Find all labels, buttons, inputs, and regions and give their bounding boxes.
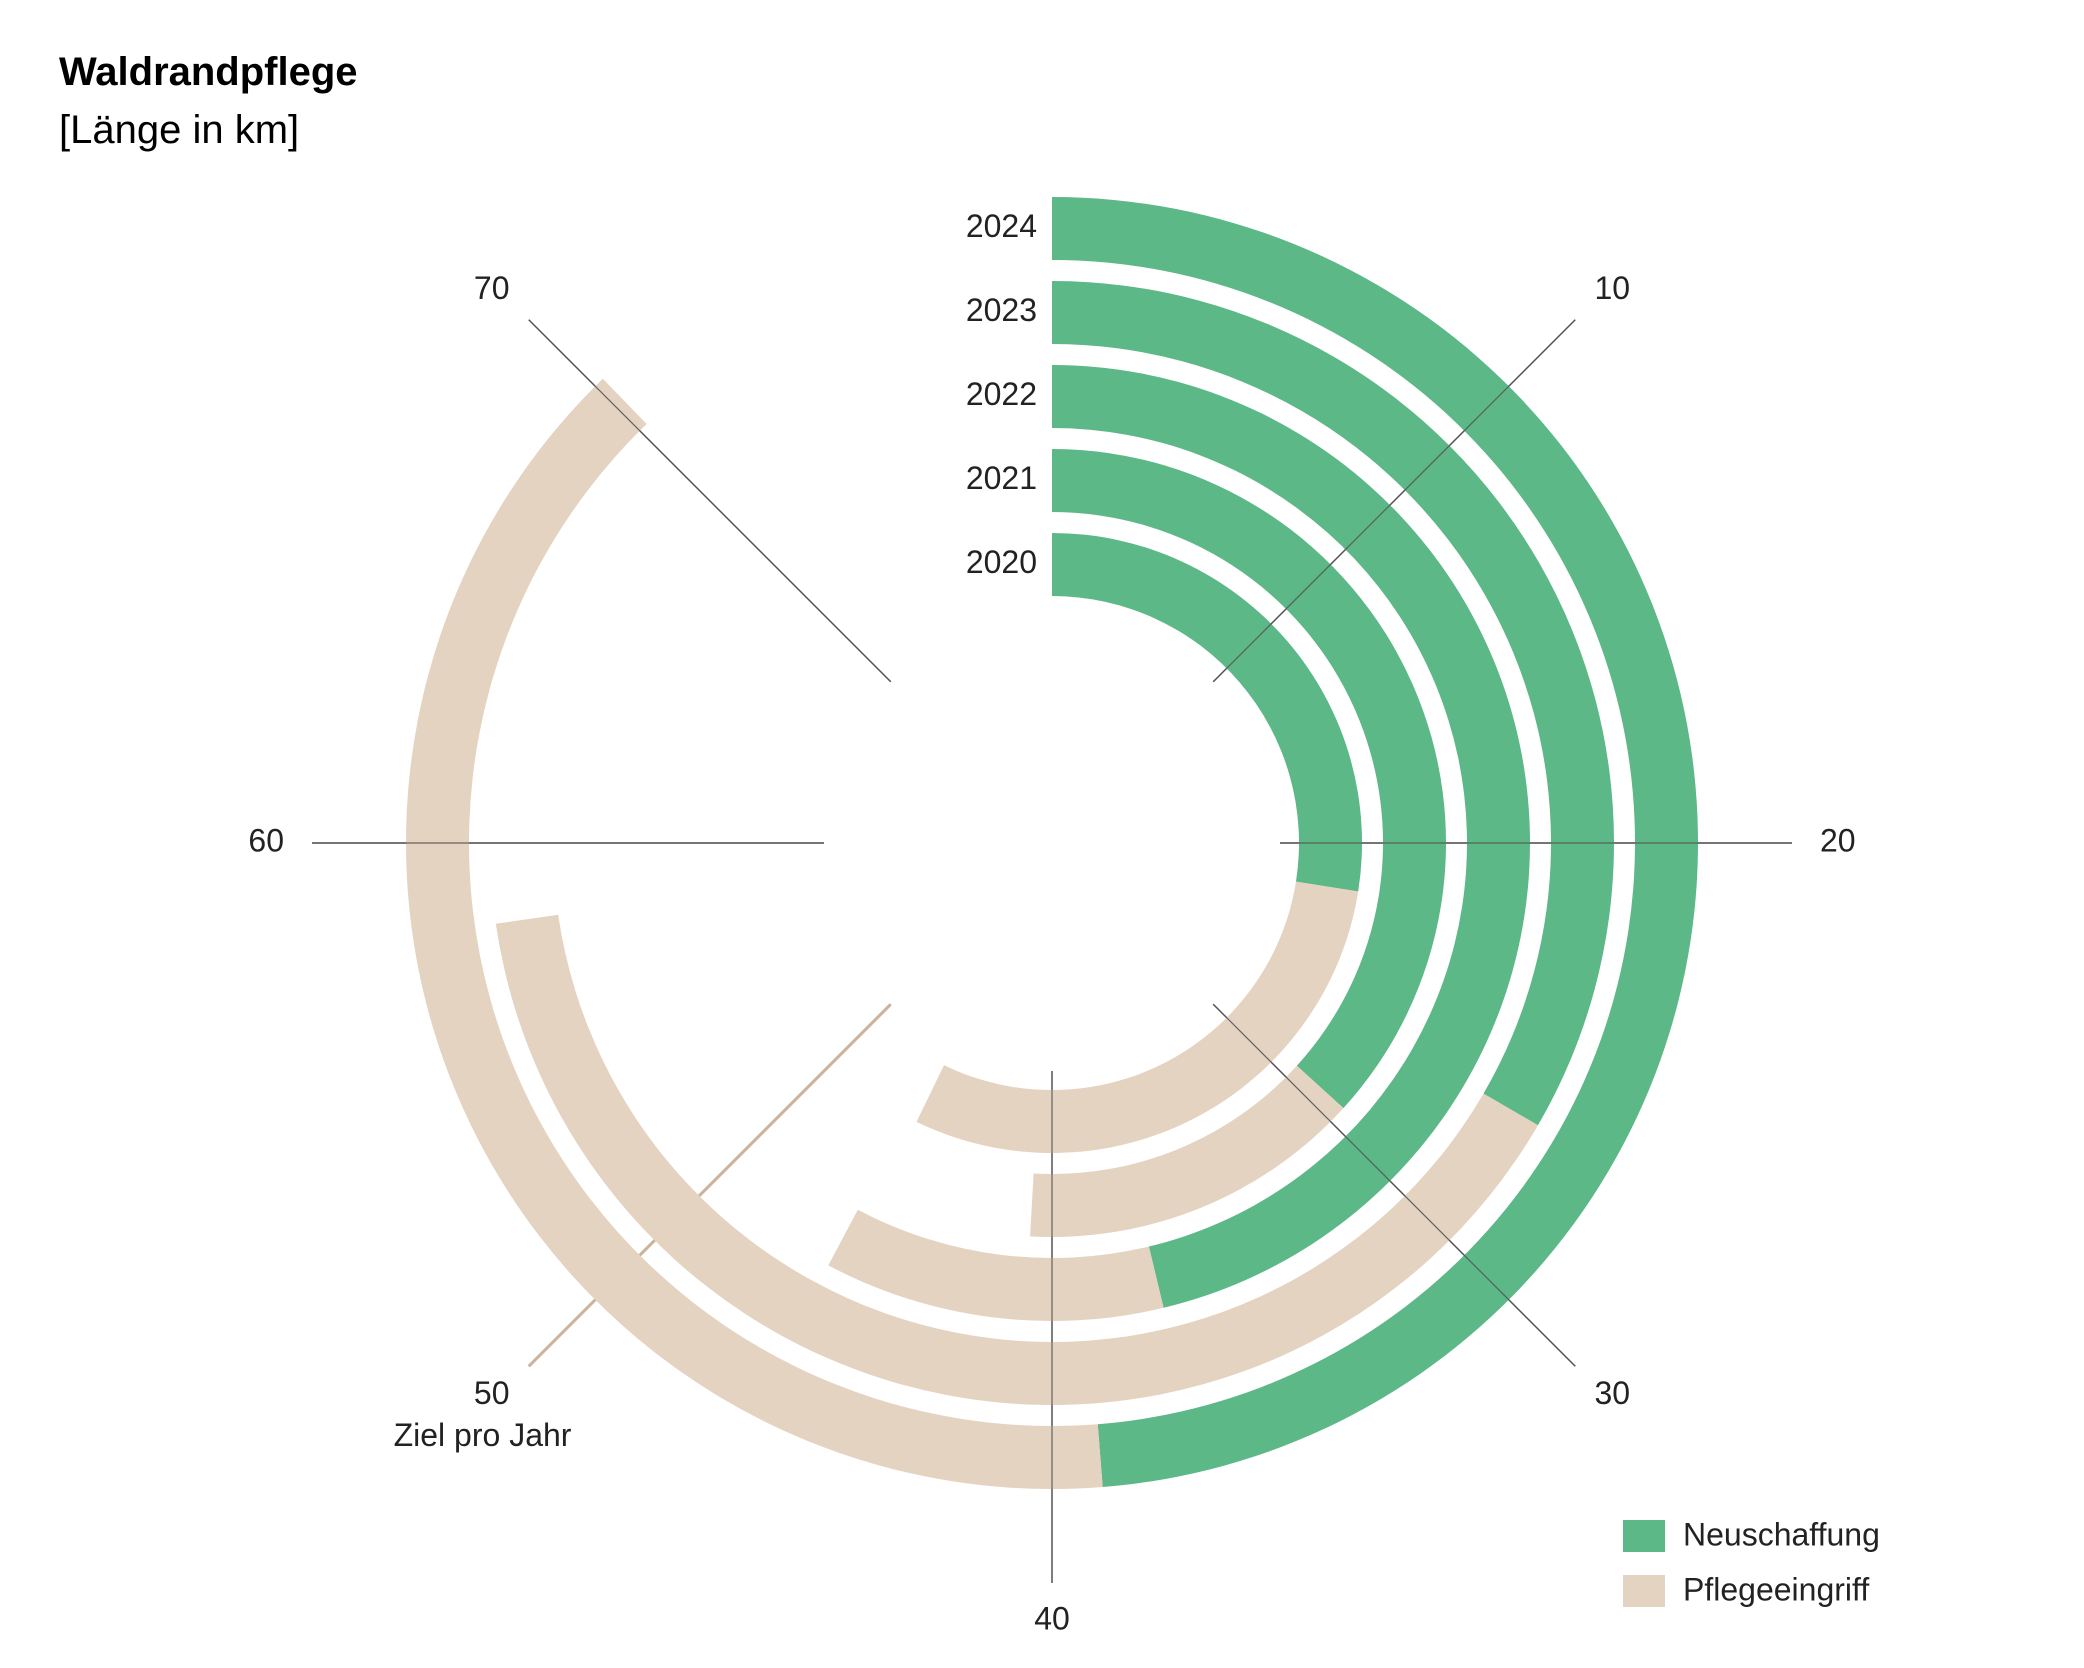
axis-line-overlay bbox=[1212, 1003, 1576, 1367]
ring-segment-2023-neuschaffung bbox=[1052, 281, 1614, 1126]
ring-segment-2020-pflegeeingriff bbox=[916, 881, 1359, 1153]
ring-segment-2021-neuschaffung bbox=[1052, 449, 1446, 1109]
axis-tick-label: 60 bbox=[248, 822, 284, 858]
chart-subtitle: [Länge in km] bbox=[59, 108, 300, 152]
axis-tick-label: 50 bbox=[474, 1375, 510, 1411]
ring-segment-2020-neuschaffung bbox=[1052, 533, 1362, 892]
legend-label-pflegeeingriff: Pflegeeingriff bbox=[1683, 1571, 1869, 1607]
chart-title: Waldrandpflege bbox=[59, 50, 358, 94]
axis-overlay bbox=[312, 319, 1792, 1583]
year-label: 2021 bbox=[966, 460, 1037, 496]
axis-line-overlay bbox=[528, 319, 892, 683]
target-axis-line bbox=[527, 1003, 892, 1368]
legend: Neuschaffung Pflegeeingriff bbox=[1623, 1516, 1880, 1607]
axis-tick-label: 70 bbox=[474, 270, 510, 306]
year-label: 2023 bbox=[966, 292, 1037, 328]
axis-tick-label: 10 bbox=[1594, 270, 1630, 306]
ring-segment-2022-pflegeeingriff bbox=[828, 1209, 1164, 1322]
tick-labels: 10 20 30 40 50 Ziel pro Jahr 60 70 bbox=[248, 270, 1855, 1636]
year-label: 2020 bbox=[966, 544, 1037, 580]
ring-segment-2023-pflegeeingriff bbox=[495, 914, 1538, 1405]
legend-swatch-neuschaffung bbox=[1623, 1520, 1665, 1552]
legend-swatch-pflegeeingriff bbox=[1623, 1575, 1665, 1607]
ring-segment-2024-pflegeeingriff bbox=[406, 378, 1103, 1489]
ring-segment-2021-pflegeeingriff bbox=[1030, 1065, 1344, 1237]
year-labels: 2020 2021 2022 2023 2024 bbox=[966, 208, 1037, 580]
legend-label-neuschaffung: Neuschaffung bbox=[1683, 1516, 1880, 1552]
axis-tick-label: 40 bbox=[1034, 1600, 1070, 1636]
ring-segment-2022-neuschaffung bbox=[1052, 365, 1530, 1308]
axis-tick-label: 20 bbox=[1820, 822, 1856, 858]
year-label: 2024 bbox=[966, 208, 1037, 244]
rings bbox=[406, 197, 1698, 1489]
year-label: 2022 bbox=[966, 376, 1037, 412]
target-label: Ziel pro Jahr bbox=[394, 1417, 572, 1453]
axis-line-overlay bbox=[1212, 319, 1576, 683]
axis-tick-label: 30 bbox=[1594, 1375, 1630, 1411]
